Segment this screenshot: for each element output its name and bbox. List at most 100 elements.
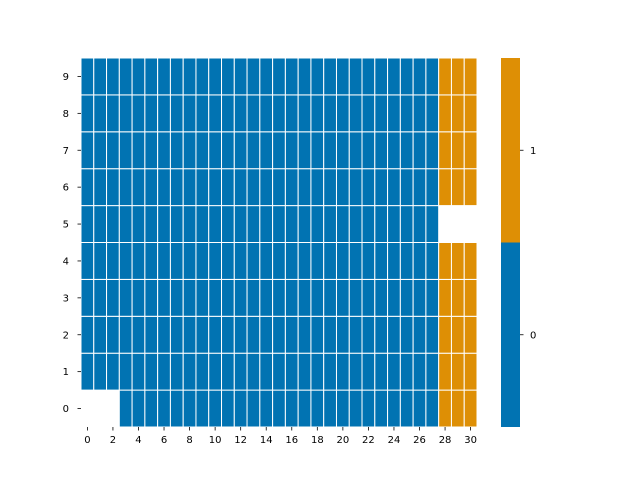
heatmap-cell xyxy=(106,205,120,244)
heatmap-cell xyxy=(118,278,133,317)
heatmap-cell xyxy=(157,168,171,207)
heatmap-cell xyxy=(118,205,133,244)
heatmap-cell xyxy=(144,278,159,317)
heatmap-cell xyxy=(399,131,414,170)
heatmap-cell xyxy=(399,168,414,207)
heatmap-cell xyxy=(259,94,274,133)
heatmap-cell xyxy=(106,131,120,170)
heatmap-cell xyxy=(259,242,274,280)
heatmap-cell xyxy=(412,168,427,207)
heatmap-cell xyxy=(297,315,312,354)
heatmap-cell xyxy=(80,205,95,244)
heatmap-cell xyxy=(310,205,325,244)
heatmap-cell xyxy=(335,57,350,96)
heatmap-cell xyxy=(335,352,350,391)
heatmap-cell xyxy=(93,242,108,280)
heatmap-cell xyxy=(106,352,120,391)
heatmap-cell xyxy=(323,205,337,244)
heatmap-cell xyxy=(246,352,261,391)
x-tick-label: 6 xyxy=(161,435,167,446)
heatmap-cell xyxy=(297,352,312,391)
heatmap-cell xyxy=(425,352,440,391)
heatmap-cell xyxy=(463,352,478,391)
heatmap-cell xyxy=(259,168,274,207)
heatmap-cell xyxy=(246,205,261,244)
heatmap-cell xyxy=(93,168,108,207)
heatmap-cell xyxy=(399,94,414,133)
heatmap-cell xyxy=(195,278,210,317)
heatmap-cell xyxy=(438,242,452,280)
heatmap-cell xyxy=(182,389,197,428)
y-tick-label: 1 xyxy=(63,367,69,378)
heatmap-cell xyxy=(310,94,325,133)
heatmap-cell xyxy=(374,278,389,317)
heatmap-cell xyxy=(387,389,401,428)
heatmap-cell xyxy=(399,315,414,354)
heatmap-cell xyxy=(335,94,350,133)
heatmap-cell xyxy=(297,57,312,96)
heatmap-cell xyxy=(387,242,401,280)
heatmap-cell xyxy=(335,131,350,170)
heatmap-cell xyxy=(463,242,478,280)
heatmap-cell xyxy=(361,278,376,317)
heatmap-cell xyxy=(233,278,248,317)
x-tick-label: 0 xyxy=(84,435,90,446)
y-tick-label: 2 xyxy=(63,330,69,341)
heatmap-cell xyxy=(131,389,146,428)
heatmap-cell xyxy=(118,57,133,96)
heatmap-cell xyxy=(374,94,389,133)
heatmap-cell xyxy=(361,315,376,354)
heatmap-cell xyxy=(323,94,337,133)
heatmap-cell xyxy=(259,205,274,244)
heatmap-cell xyxy=(233,389,248,428)
heatmap-cell xyxy=(374,315,389,354)
y-tick-label: 0 xyxy=(63,404,69,415)
heatmap-cell xyxy=(233,315,248,354)
heatmap-cell xyxy=(208,242,223,280)
heatmap-cell xyxy=(284,278,299,317)
heatmap-cell xyxy=(450,242,465,280)
heatmap-cell xyxy=(348,168,363,207)
heatmap-cell xyxy=(246,168,261,207)
heatmap-cell xyxy=(463,57,478,96)
heatmap-cell xyxy=(118,352,133,391)
heatmap-cell xyxy=(361,131,376,170)
heatmap-cell xyxy=(169,168,184,207)
heatmap-cell xyxy=(144,168,159,207)
heatmap-cell xyxy=(208,315,223,354)
x-tick-label: 28 xyxy=(439,435,452,446)
heatmap-cell xyxy=(157,242,171,280)
heatmap-cell xyxy=(425,205,440,244)
heatmap-cell xyxy=(233,168,248,207)
heatmap-cell xyxy=(463,278,478,317)
heatmap-cell xyxy=(412,131,427,170)
heatmap-cell xyxy=(233,352,248,391)
x-tick-label: 10 xyxy=(209,435,222,446)
heatmap-cell xyxy=(297,131,312,170)
heatmap-cell xyxy=(208,205,223,244)
heatmap-cell xyxy=(450,94,465,133)
heatmap-cell xyxy=(425,315,440,354)
heatmap-cell xyxy=(284,94,299,133)
heatmap-cell xyxy=(131,94,146,133)
heatmap-cell xyxy=(106,242,120,280)
heatmap-cell xyxy=(208,389,223,428)
colorbar-segment xyxy=(501,242,520,427)
heatmap-cell xyxy=(259,389,274,428)
heatmap-cell xyxy=(131,205,146,244)
heatmap-cell xyxy=(195,389,210,428)
heatmap-cell xyxy=(208,131,223,170)
y-tick-label: 8 xyxy=(63,109,69,120)
heatmap-cell xyxy=(412,352,427,391)
heatmap-cell xyxy=(463,168,478,207)
heatmap-cell xyxy=(208,168,223,207)
x-tick-label: 20 xyxy=(337,435,350,446)
heatmap-cell xyxy=(335,278,350,317)
heatmap-cell xyxy=(233,242,248,280)
heatmap-cell xyxy=(195,205,210,244)
heatmap-cell xyxy=(80,315,95,354)
heatmap-cell xyxy=(80,57,95,96)
heatmap-cell xyxy=(425,168,440,207)
heatmap-cell xyxy=(335,205,350,244)
heatmap-cell xyxy=(182,168,197,207)
